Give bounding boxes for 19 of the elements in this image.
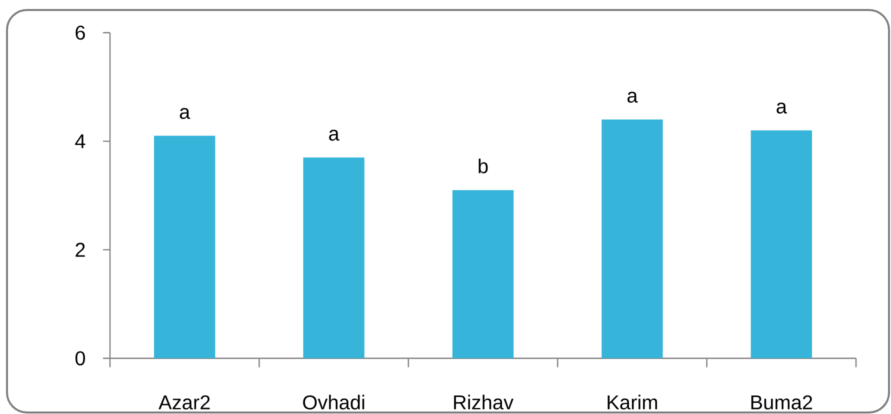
bar — [303, 158, 364, 358]
y-tick-label: 0 — [75, 351, 86, 366]
y-tick-label: 6 — [76, 26, 85, 40]
y-tick-label: 2 — [76, 242, 85, 257]
x-tick-label: Karim — [608, 394, 657, 410]
bar — [602, 120, 663, 358]
x-tick-label: Buma2 — [751, 395, 812, 410]
annotation: a — [776, 102, 787, 114]
annotation: a — [627, 92, 638, 103]
annotation: a — [329, 130, 340, 141]
x-tick-label: Rizhav — [454, 394, 514, 410]
bar — [452, 190, 514, 358]
x-tick-label: Ovhadi — [303, 394, 364, 410]
bar — [750, 130, 812, 358]
annotation: b — [478, 158, 488, 174]
x-tick-label: Azar2 — [158, 395, 210, 410]
y-tick-label: 4 — [75, 134, 86, 148]
annotation: a — [180, 108, 190, 120]
bar — [154, 136, 216, 358]
